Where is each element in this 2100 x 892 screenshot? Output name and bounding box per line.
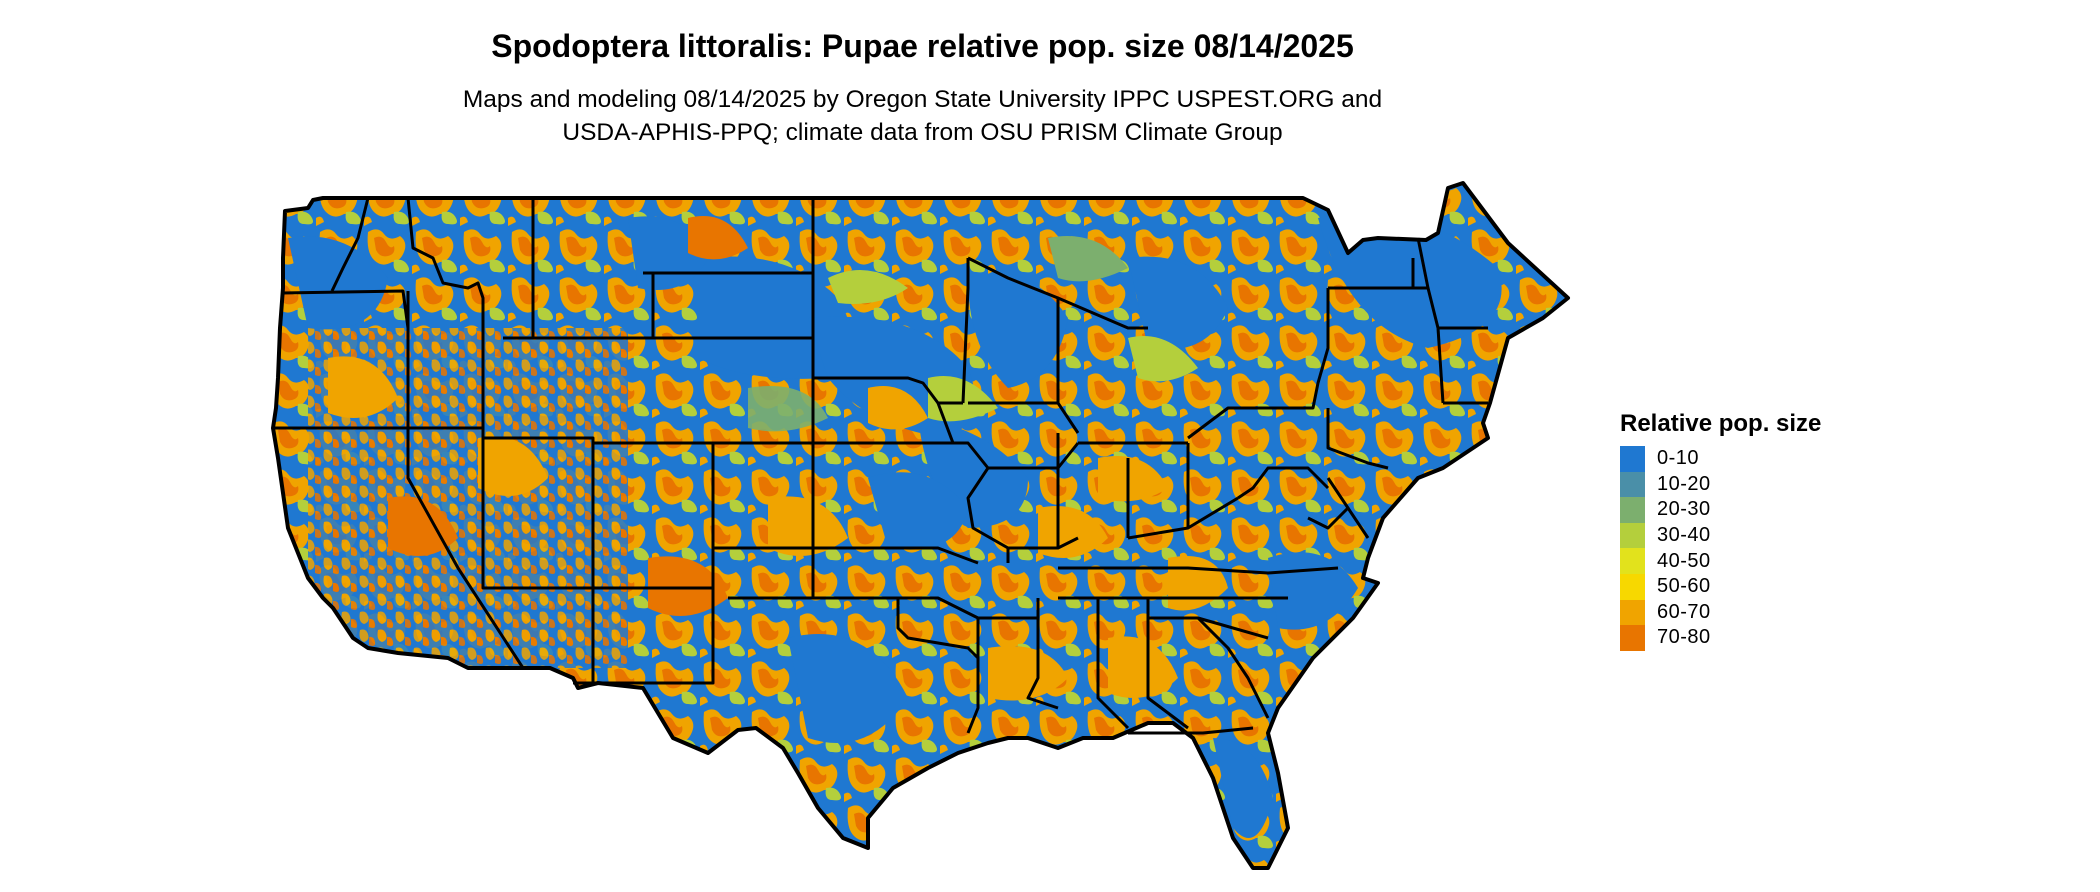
legend-item: 20-30 <box>1620 497 1821 523</box>
us-map <box>268 178 1580 890</box>
subtitle-line-2: USDA-APHIS-PPQ; climate data from OSU PR… <box>562 119 1283 146</box>
legend-item: 50-60 <box>1620 573 1821 600</box>
legend-label: 60-70 <box>1657 600 1711 623</box>
legend-item: 70-80 <box>1620 625 1821 651</box>
legend-label: 70-80 <box>1657 626 1711 649</box>
legend-swatch <box>1620 599 1645 626</box>
legend-swatch <box>1620 522 1645 549</box>
population-raster <box>273 183 1568 868</box>
legend-swatch <box>1620 446 1645 472</box>
legend-item: 40-50 <box>1620 548 1821 574</box>
legend: Relative pop. size 0-10 10-20 20-30 30-40 40… <box>1620 410 1821 651</box>
legend-label: 30-40 <box>1657 524 1711 547</box>
subtitle-line-1: Maps and modeling 08/14/2025 by Oregon S… <box>462 86 1383 113</box>
legend-label: 0-10 <box>1657 447 1700 470</box>
legend-item: 30-40 <box>1620 522 1821 549</box>
legend-swatch <box>1620 573 1645 600</box>
us-map-svg <box>271 181 1570 870</box>
legend-items: 0-10 10-20 20-30 30-40 40-50 50-60 60-70 70-80 <box>1620 446 1821 651</box>
legend-title: Relative pop. size <box>1620 410 1822 437</box>
legend-swatch <box>1620 471 1645 498</box>
state-boundaries <box>271 181 1570 870</box>
legend-item: 0-10 <box>1620 446 1821 472</box>
map-title: Spodoptera littoralis: Pupae relative po… <box>491 28 1354 64</box>
map-subtitle: Maps and modeling 08/14/2025 by Oregon S… <box>330 83 1515 149</box>
legend-swatch <box>1620 548 1645 574</box>
legend-swatch <box>1620 497 1645 523</box>
legend-item: 10-20 <box>1620 471 1821 498</box>
legend-label: 10-20 <box>1657 472 1711 495</box>
legend-label: 50-60 <box>1657 575 1711 598</box>
legend-label: 40-50 <box>1657 549 1711 572</box>
legend-label: 20-30 <box>1657 498 1711 521</box>
legend-swatch <box>1620 625 1645 651</box>
legend-item: 60-70 <box>1620 599 1821 626</box>
